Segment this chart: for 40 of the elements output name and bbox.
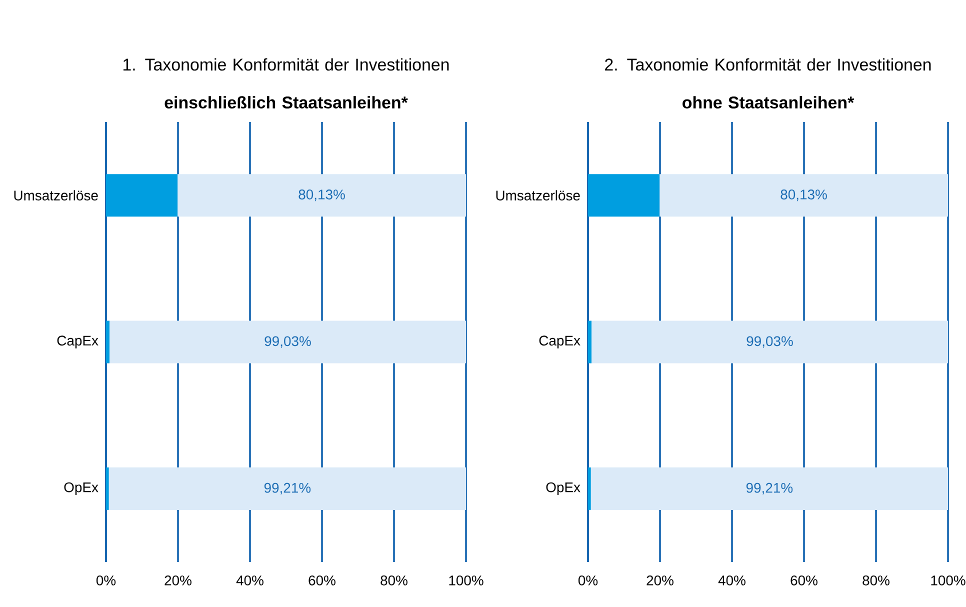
x-tick-label: 100% — [931, 576, 966, 586]
x-tick-label: 40% — [718, 576, 746, 586]
bar — [178, 174, 466, 217]
x-tick-label: 80% — [862, 576, 890, 586]
chart-subtitle: einschließlich Staatsanleihen* — [164, 96, 408, 109]
bar — [588, 174, 660, 217]
data-label: 99,03% — [264, 336, 311, 348]
x-tick-label: 0% — [578, 576, 598, 586]
x-tick-label: 100% — [449, 576, 484, 586]
x-tick-label: 20% — [164, 576, 192, 586]
x-tick-label: 0% — [96, 576, 116, 586]
data-label: 99,21% — [746, 482, 793, 494]
y-tick-label: Umsatzerlöse — [496, 190, 580, 200]
bar — [592, 320, 948, 364]
data-label: 99,03% — [746, 336, 793, 348]
x-tick-label: 20% — [646, 576, 674, 586]
y-tick-label: CapEx — [57, 336, 98, 348]
bar — [588, 320, 592, 364]
bar — [660, 174, 948, 217]
bar — [590, 467, 948, 510]
chart-title: 1. Taxonomie Konformität der Investitionen — [123, 58, 449, 71]
bar — [106, 467, 109, 510]
bar — [106, 174, 178, 217]
chart-title: 2. Taxonomie Konformität der Investitionen — [605, 58, 931, 71]
data-label: 80,13% — [298, 190, 345, 202]
data-label: 80,13% — [780, 190, 827, 202]
y-tick-label: OpEx — [64, 482, 98, 495]
chart-subtitle: ohne Staatsanleihen* — [682, 96, 854, 109]
y-tick-label: OpEx — [546, 482, 580, 495]
bar — [588, 467, 591, 510]
y-tick-label: CapEx — [539, 336, 580, 348]
y-tick-label: Umsatzerlöse — [14, 190, 98, 200]
x-tick-label: 80% — [380, 576, 408, 586]
bar — [109, 320, 466, 364]
data-label: 99,21% — [264, 482, 311, 494]
x-tick-label: 40% — [236, 576, 264, 586]
bar — [108, 467, 466, 510]
x-tick-label: 60% — [790, 576, 818, 586]
bar — [106, 320, 110, 364]
x-tick-label: 60% — [308, 576, 336, 586]
